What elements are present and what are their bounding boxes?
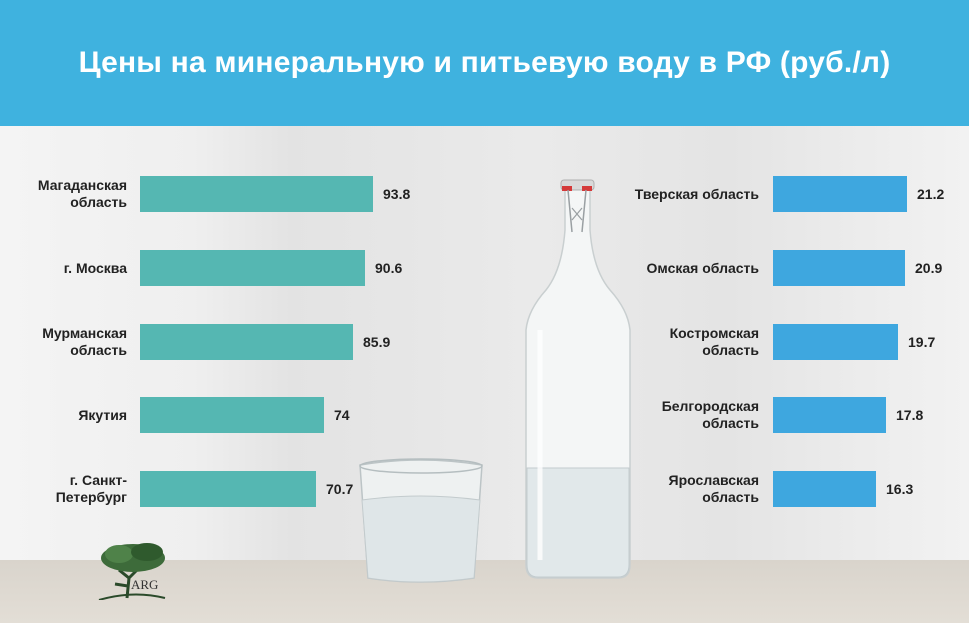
left-value-label-3: 85.9 — [363, 334, 391, 350]
tree-logo-icon — [98, 543, 166, 600]
right-category-label-5: Ярославская область — [668, 472, 759, 505]
bottle-and-glass-illustration — [359, 179, 631, 583]
left-value-label-1: 93.8 — [383, 186, 411, 202]
table-surface — [0, 560, 969, 623]
right-value-label-4: 17.8 — [896, 407, 924, 423]
left-chart-bars — [140, 176, 373, 507]
right-category-label-3: Костромская область — [669, 325, 759, 358]
left-bar-5 — [140, 471, 316, 507]
left-bar-1 — [140, 176, 373, 212]
left-category-label-5: г. Санкт-Петербург — [55, 472, 127, 505]
left-category-label-4: Якутия — [78, 406, 127, 423]
right-category-label-4: Белгородская область — [661, 398, 759, 431]
right-value-label-1: 21.2 — [917, 186, 945, 202]
right-category-label-1: Тверская область — [634, 185, 759, 202]
right-category-label-2: Омская область — [646, 259, 759, 276]
left-value-label-5: 70.7 — [326, 481, 354, 497]
glass-illustration — [359, 458, 483, 583]
right-value-label-2: 20.9 — [915, 260, 943, 276]
left-bar-3 — [140, 324, 353, 360]
logo-text: ARG — [131, 577, 159, 592]
left-bar-2 — [140, 250, 365, 286]
right-chart-bars — [773, 176, 907, 507]
bottle-illustration — [525, 179, 631, 579]
left-category-label-3: Мурманская область — [42, 325, 127, 358]
right-bar-5 — [773, 471, 876, 507]
right-value-label-5: 16.3 — [886, 481, 914, 497]
left-category-label-1: Магаданская область — [37, 177, 127, 210]
right-bar-3 — [773, 324, 898, 360]
right-bar-2 — [773, 250, 905, 286]
right-bar-4 — [773, 397, 886, 433]
right-value-label-3: 19.7 — [908, 334, 936, 350]
left-category-label-2: г. Москва — [63, 259, 127, 276]
left-value-label-2: 90.6 — [375, 260, 403, 276]
right-bar-1 — [773, 176, 907, 212]
left-bar-4 — [140, 397, 324, 433]
left-value-label-4: 74 — [334, 407, 350, 423]
chart-title: Цены на минеральную и питьевую воду в РФ… — [78, 46, 891, 79]
header-banner: Цены на минеральную и питьевую воду в РФ… — [0, 0, 969, 126]
